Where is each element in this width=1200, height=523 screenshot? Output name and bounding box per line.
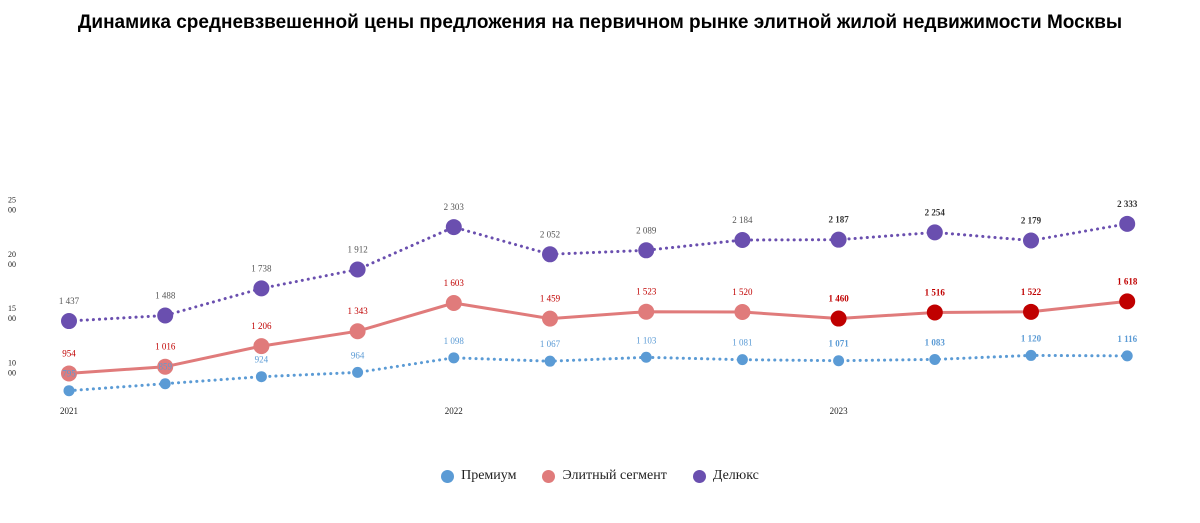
series-line: [67, 299, 1129, 375]
series-line: [67, 353, 1129, 393]
data-point: [253, 280, 270, 297]
data-label: 2 333: [1117, 199, 1138, 209]
data-label: 1 067: [540, 339, 561, 349]
data-label: 954: [62, 348, 76, 358]
data-point: [445, 295, 462, 312]
data-label: 2 254: [925, 207, 946, 217]
legend-marker-deluxe: [692, 469, 706, 483]
data-label: 795: [62, 369, 76, 379]
data-point: [542, 310, 558, 327]
data-label: 2 184: [732, 215, 753, 225]
legend-label-elite: Элитный сегмент: [562, 468, 667, 483]
data-label: 1 116: [1117, 334, 1137, 344]
data-point: [352, 366, 364, 378]
legend-label-deluxe: Делюкс: [712, 468, 759, 483]
data-point: [830, 310, 847, 327]
data-point: [734, 231, 751, 248]
data-label: 1 523: [636, 287, 657, 297]
data-label: 1 520: [732, 287, 753, 297]
data-label: 2 089: [636, 225, 657, 235]
data-label: 1 437: [59, 296, 80, 306]
data-point: [63, 385, 75, 397]
data-point: [349, 323, 366, 340]
data-label: 1 618: [1117, 276, 1138, 286]
data-point: [253, 338, 270, 355]
data-point: [736, 354, 748, 366]
data-label: 2 303: [444, 202, 465, 212]
data-point: [544, 355, 556, 367]
data-point: [926, 224, 943, 241]
data-label: 1 206: [251, 321, 272, 331]
data-label: 1 522: [1021, 287, 1042, 297]
data-point: [61, 365, 77, 382]
data-point: [1119, 293, 1136, 310]
data-label: 1 516: [925, 287, 946, 297]
series-lines: [67, 222, 1129, 393]
data-point: [1023, 303, 1039, 320]
y-tick-label: 20 00: [8, 250, 16, 269]
data-label: 2 052: [540, 229, 560, 239]
data-label: 1 071: [828, 339, 849, 349]
data-label: 1 603: [444, 278, 465, 288]
data-point: [157, 307, 174, 324]
x-tick-label: 2021: [60, 406, 78, 416]
data-point: [734, 304, 751, 321]
data-label: 1 083: [925, 337, 946, 347]
data-label: 859: [158, 362, 172, 372]
data-point: [61, 313, 77, 330]
data-label: 964: [351, 350, 365, 360]
data-point: [833, 355, 845, 367]
legend-label-premium: Премиум: [461, 468, 517, 483]
data-label: 1 460: [828, 294, 849, 304]
data-label: 2 179: [1021, 216, 1042, 226]
series-points: [61, 215, 1136, 397]
data-point: [349, 261, 366, 278]
data-point: [638, 242, 655, 259]
x-axis: 2021 2022 2023: [60, 406, 848, 416]
data-point: [445, 219, 462, 236]
x-tick-label: 2022: [445, 406, 463, 416]
legend: Премиум Элитный сегмент Делюкс: [0, 468, 1200, 484]
data-label: 1 098: [444, 336, 465, 346]
data-label: 924: [255, 355, 269, 365]
data-label: 1 103: [636, 335, 657, 345]
data-label: 1 459: [540, 294, 561, 304]
legend-marker-elite: [542, 469, 556, 483]
data-point: [640, 351, 652, 363]
data-labels: 795 859 924 964 1 098 1 067 1 103 1 081 1 071 1 0…: [59, 199, 1138, 379]
data-point: [1023, 232, 1039, 249]
chart-title: Динамика средневзвешенной цены предложен…: [77, 12, 1123, 33]
data-point: [448, 352, 460, 364]
data-point: [1025, 349, 1037, 361]
data-point: [926, 304, 943, 321]
data-point: [255, 371, 267, 383]
data-label: 1 488: [155, 291, 176, 301]
data-point: [830, 231, 847, 248]
legend-marker-premium: [441, 469, 455, 483]
legend-item-premium[interactable]: Премиум: [441, 468, 516, 484]
data-label: 1 343: [347, 306, 368, 316]
data-point: [159, 378, 171, 390]
legend-item-elite[interactable]: Элитный сегмент: [542, 468, 667, 484]
series-line: [67, 222, 1129, 323]
data-point: [929, 353, 941, 365]
x-tick-label: 2023: [830, 406, 849, 416]
data-point: [1121, 350, 1133, 362]
data-point: [542, 246, 558, 263]
legend-item-deluxe[interactable]: Делюкс: [692, 468, 759, 484]
data-label: 1 120: [1021, 333, 1042, 343]
y-tick-label: 25 00: [8, 196, 16, 215]
data-point: [638, 303, 655, 320]
data-label: 1 738: [251, 263, 272, 273]
data-point: [157, 358, 174, 375]
y-tick-label: 15 00: [8, 304, 16, 323]
y-axis: 10 00 15 00 20 00 25 00: [8, 196, 16, 378]
data-label: 1 912: [347, 244, 367, 254]
data-label: 1 016: [155, 342, 176, 352]
y-tick-label: 10 00: [8, 358, 16, 377]
data-label: 1 081: [732, 338, 752, 348]
data-label: 2 187: [828, 215, 849, 225]
data-point: [1119, 215, 1136, 232]
